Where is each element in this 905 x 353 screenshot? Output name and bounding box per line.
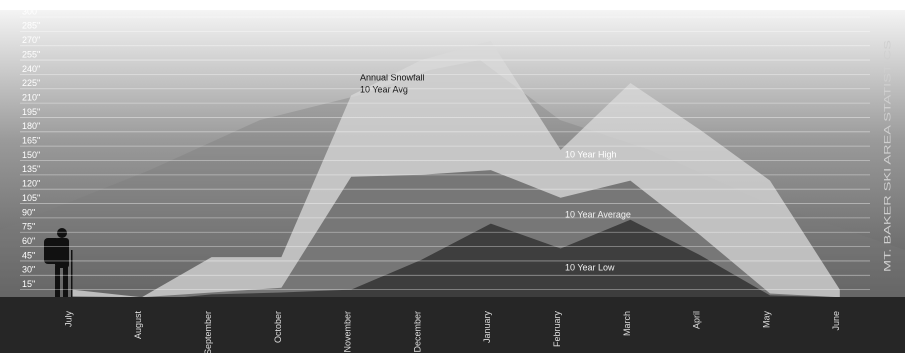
x-tick-label: January <box>482 311 492 344</box>
y-tick-label: 135" <box>22 164 40 174</box>
y-tick-label: 30" <box>22 265 35 275</box>
y-tick-label: 195" <box>22 107 40 117</box>
series-label: 10 Year High <box>565 149 617 159</box>
x-tick-label: February <box>552 311 562 348</box>
x-tick-label: November <box>343 311 353 353</box>
y-tick-label: 15" <box>22 279 35 289</box>
series-label: 10 Year Low <box>565 262 615 272</box>
annotation: 10 Year Avg <box>360 84 408 94</box>
annotation: Annual Snowfall <box>360 72 425 82</box>
x-tick-label: May <box>761 311 771 329</box>
x-tick-label: July <box>63 311 73 328</box>
chart-title: MT. BAKER SKI AREA STATISTICS <box>882 40 892 272</box>
y-tick-label: 165" <box>22 136 40 146</box>
ground <box>0 297 905 353</box>
y-tick-label: 75" <box>22 222 35 232</box>
y-tick-label: 240" <box>22 64 40 74</box>
y-tick-label: 300" <box>22 6 40 16</box>
area <box>72 219 840 302</box>
x-tick-label: March <box>622 311 632 336</box>
x-tick-label: August <box>133 311 143 340</box>
x-tick-label: June <box>831 311 841 331</box>
y-tick-label: 105" <box>22 193 40 203</box>
y-tick-label: 180" <box>22 121 40 131</box>
y-tick-label: 285" <box>22 21 40 31</box>
x-tick-label: April <box>692 311 702 329</box>
y-tick-label: 270" <box>22 35 40 45</box>
y-tick-label: 90" <box>22 207 35 217</box>
hiker <box>44 228 73 297</box>
y-tick-label: 225" <box>22 78 40 88</box>
y-tick-label: 45" <box>22 250 35 260</box>
y-tick-label: 60" <box>22 236 35 246</box>
x-tick-label: September <box>203 311 213 353</box>
y-tick-label: 255" <box>22 49 40 59</box>
y-tick-label: 120" <box>22 179 40 189</box>
y-tick-label: 210" <box>22 92 40 102</box>
x-tick-label: October <box>273 311 283 343</box>
series-label: 10 Year Average <box>565 209 631 219</box>
y-tick-label: 150" <box>22 150 40 160</box>
x-tick-label: December <box>412 311 422 353</box>
